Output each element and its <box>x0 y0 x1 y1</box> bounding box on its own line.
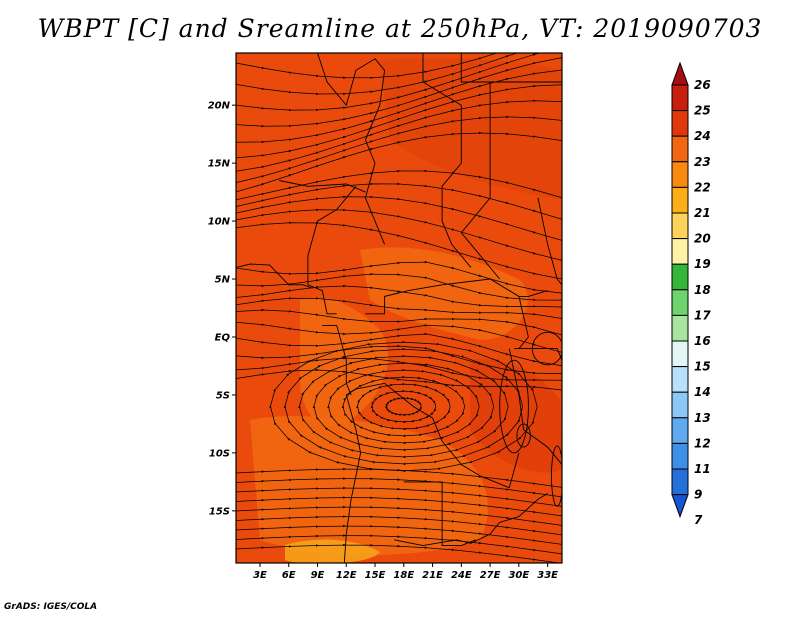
colorbar-swatch <box>671 442 689 470</box>
border-line <box>403 481 476 547</box>
lat-tick-label: 5S <box>216 390 230 401</box>
lat-tick-label: 15S <box>209 506 230 517</box>
border-line <box>460 53 562 83</box>
map-axes: 20N 15N 10N 5N EQ 5S 10S 15S 3E 6E 9E 12E 15E 18E 21E 2… <box>208 101 558 581</box>
lat-tick-label: 5N <box>215 275 231 286</box>
lat-tick-label: EQ <box>215 332 231 343</box>
lon-tick-label: 15E <box>365 570 386 581</box>
colorbar-label: 20 <box>694 232 711 246</box>
colorbar-swatch <box>671 366 689 393</box>
lake-outline <box>531 331 562 366</box>
lake-outline <box>499 359 529 454</box>
streamline <box>269 340 538 473</box>
colorbar-label: 7 <box>694 513 703 527</box>
colorbar-swatch <box>671 238 689 265</box>
streamlines <box>236 53 562 563</box>
colorbar-swatch <box>671 417 689 444</box>
lake-outline <box>551 445 562 507</box>
colorbar-swatch <box>671 391 689 419</box>
colorbar-swatch <box>671 468 689 496</box>
lat-tick-label: 15N <box>208 159 231 170</box>
border-line <box>422 53 472 268</box>
border-line <box>307 186 357 315</box>
colorbar-swatch <box>671 340 689 368</box>
colorbar-swatch <box>671 161 689 188</box>
colorbar-label: 18 <box>694 283 711 297</box>
colorbar-label: 21 <box>694 206 711 220</box>
lon-tick-label: 27E <box>480 570 501 581</box>
colorbar-label: 11 <box>694 462 711 476</box>
colorbar-swatch <box>671 314 689 342</box>
lon-tick-label: 24E <box>451 570 472 581</box>
border-line <box>537 197 562 286</box>
colorbar-label: 15 <box>694 360 711 374</box>
lon-tick-label: 3E <box>253 570 267 581</box>
border-line <box>518 296 529 349</box>
wbpt-field <box>236 53 562 563</box>
lon-tick-label: 21E <box>422 570 443 581</box>
lon-tick-label: 12E <box>336 570 357 581</box>
colorbar-swatch <box>671 84 689 112</box>
colorbar-swatch <box>671 263 689 291</box>
lat-tick-label: 10S <box>209 448 230 459</box>
lat-tick-label: 20N <box>208 101 231 112</box>
colorbar-label: 24 <box>694 129 711 143</box>
colorbar: 26 25 24 23 22 21 20 19 18 17 16 15 14 13 12 11 9 7 <box>671 61 711 527</box>
lon-tick-label: 6E <box>282 570 296 581</box>
colorbar-label: 9 <box>694 488 702 502</box>
lon-tick-label: 30E <box>508 570 529 581</box>
colorbar-label: 12 <box>694 436 711 450</box>
streamline <box>236 308 562 336</box>
border-line <box>460 82 501 280</box>
lon-tick-label: 9E <box>311 570 325 581</box>
lat-tick-label: 10N <box>208 217 231 228</box>
border-line <box>394 493 548 547</box>
colorbar-label: 25 <box>694 104 711 118</box>
colorbar-label: 17 <box>694 308 711 322</box>
border-line <box>317 53 386 245</box>
border-line <box>508 348 562 465</box>
colorbar-top-arrow <box>671 61 689 86</box>
colorbar-swatch <box>671 186 689 214</box>
streamline <box>236 543 562 563</box>
border-line <box>322 324 352 396</box>
border-line <box>514 348 562 361</box>
lake-outline <box>516 423 531 448</box>
country-borders <box>236 53 562 563</box>
colorbar-swatch <box>671 289 689 316</box>
colorbar-swatch <box>671 110 689 137</box>
border-line <box>365 278 548 315</box>
map-frame <box>235 52 563 564</box>
lon-tick-label: 18E <box>393 570 414 581</box>
colorbar-bottom-arrow <box>671 494 689 519</box>
colorbar-label: 16 <box>694 334 711 348</box>
border-line <box>236 263 313 289</box>
colorbar-label: 26 <box>694 78 711 92</box>
colorbar-label: 13 <box>694 411 711 425</box>
colorbar-label: 23 <box>694 155 711 169</box>
border-line <box>279 180 366 193</box>
border-line <box>343 394 362 563</box>
lon-tick-label: 33E <box>537 570 558 581</box>
colorbar-swatch <box>671 212 689 240</box>
colorbar-label: 19 <box>694 257 711 271</box>
colorbar-label: 22 <box>694 180 711 194</box>
footer-credit: GrADS: IGES/COLA <box>4 602 98 612</box>
colorbar-swatch <box>671 135 689 163</box>
border-line <box>346 382 520 489</box>
colorbar-label: 14 <box>694 385 711 399</box>
chart-title: WBPT [C] and Sreamline at 250hPa, VT: 20… <box>37 14 763 43</box>
